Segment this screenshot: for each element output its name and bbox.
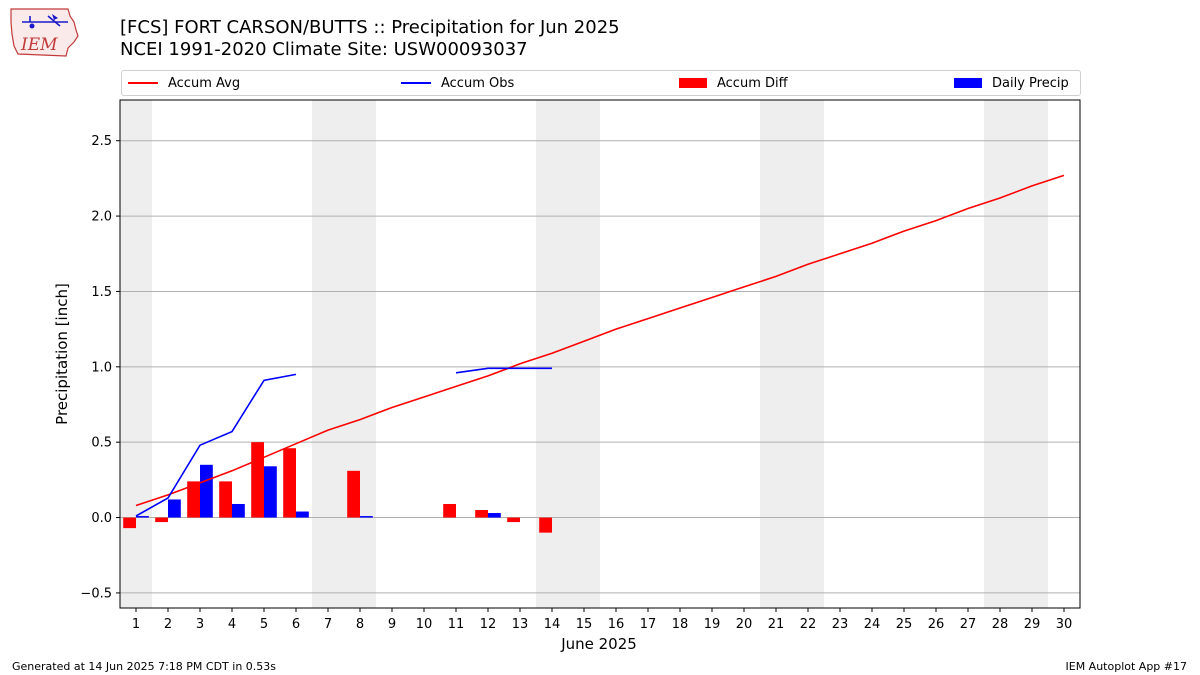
accum-diff-bar [443,503,456,518]
line-series [135,174,1065,517]
x-tick-label: 13 [512,617,529,632]
daily-precip-bar [200,464,213,518]
legend-label-accum-diff: Accum Diff [717,75,788,91]
legend-swatch-accum-obs [401,82,431,84]
x-tick-label: 21 [768,617,785,632]
x-tick-label: 23 [832,617,849,632]
legend-label-accum-obs: Accum Obs [441,75,515,91]
x-tick-label: 14 [544,617,561,632]
legend: Accum Avg Accum Obs Accum Diff Daily Pre… [121,70,1081,96]
x-axis-label: June 2025 [560,635,637,653]
x-tick-label: 16 [608,617,625,632]
accum-diff-bar [539,517,552,533]
x-tick-label: 11 [448,617,465,632]
y-tick-label: 1.5 [91,285,112,300]
accum-obs-line [135,373,297,517]
legend-label-daily-precip: Daily Precip [992,75,1069,91]
weekend-band [984,100,1048,608]
x-tick-label: 1 [132,617,140,632]
x-tick-label: 2 [164,617,172,632]
x-tick-label: 28 [992,617,1009,632]
y-tick-label: 0.0 [91,511,112,526]
x-tick-label: 5 [260,617,268,632]
title-line-2: NCEI 1991-2020 Climate Site: USW00093037 [120,39,528,60]
accum-obs-line [455,367,552,374]
x-tick-label: 29 [1024,617,1041,632]
bar-series [123,442,552,533]
daily-precip-bar [136,516,149,518]
y-axis-label: Precipitation [inch] [53,283,71,425]
weekend-bands [120,100,1048,608]
legend-item-daily-precip: Daily Precip [954,71,1069,95]
iem-logo-text: IEM [20,35,58,55]
accum-diff-bar [187,481,200,518]
accum-diff-bar [251,442,264,518]
accum-diff-bar [475,510,488,518]
legend-swatch-accum-diff [679,78,707,88]
y-tick-label: −0.5 [80,586,112,601]
legend-item-accum-avg: Accum Avg [128,71,240,95]
y-tick-label: 2.5 [91,134,112,149]
x-tick-label: 26 [928,617,945,632]
accum-diff-bar [347,470,360,518]
plot-frame [119,99,1081,609]
legend-swatch-daily-precip [954,78,982,88]
x-tick-label: 17 [640,617,657,632]
legend-swatch-accum-avg [128,82,158,84]
daily-precip-bar [232,503,245,518]
x-tick-label: 7 [324,617,332,632]
x-tick-label: 8 [356,617,364,632]
y-axis-ticks: −0.5 0.0 0.5 1.0 1.5 2.0 2.5 [80,134,120,601]
generated-note: Generated at 14 Jun 2025 7:18 PM CDT in … [12,660,277,673]
legend-label-accum-avg: Accum Avg [168,75,241,91]
iem-logo: IEM [10,8,79,57]
x-tick-label: 3 [196,617,204,632]
accum-diff-bar [219,481,232,518]
chart-title: [FCS] FORT CARSON/BUTTS :: Precipitation… [120,17,620,61]
legend-item-accum-diff: Accum Diff [679,71,788,95]
accum-avg-line [135,174,1065,507]
x-tick-label: 19 [704,617,721,632]
app-credit: IEM Autoplot App #17 [1065,660,1188,673]
accum-diff-bar [283,448,296,518]
x-tick-label: 12 [480,617,497,632]
weekend-band [312,100,376,608]
x-tick-label: 20 [736,617,753,632]
x-tick-label: 18 [672,617,689,632]
accum-diff-bar [155,517,168,523]
x-tick-label: 30 [1056,617,1073,632]
x-tick-label: 10 [416,617,433,632]
legend-item-accum-obs: Accum Obs [401,71,514,95]
x-tick-label: 6 [292,617,300,632]
x-tick-label: 22 [800,617,817,632]
grid-lines [120,140,1080,594]
x-tick-label: 27 [960,617,977,632]
x-axis-ticks: 1 2 3 4 5 6 7 8 9 10 11 12 13 14 15 16 17 18 19 20 21 22 23 24 2… [132,608,1072,632]
daily-precip-bar [488,513,501,518]
x-tick-label: 25 [896,617,913,632]
x-tick-label: 15 [576,617,593,632]
y-tick-label: 2.0 [91,210,112,225]
accum-diff-bar [507,517,520,523]
weekend-band [120,100,152,608]
daily-precip-bar [360,516,373,518]
y-tick-label: 1.0 [91,360,112,375]
y-tick-label: 0.5 [91,436,112,451]
title-line-1: [FCS] FORT CARSON/BUTTS :: Precipitation… [120,17,620,38]
x-tick-label: 24 [864,617,881,632]
daily-precip-bar [264,466,277,518]
x-tick-label: 4 [228,617,236,632]
x-tick-label: 9 [388,617,396,632]
daily-precip-bar [296,511,309,518]
accum-diff-bar [123,517,136,529]
weekend-band [760,100,824,608]
daily-precip-bar [168,499,181,518]
